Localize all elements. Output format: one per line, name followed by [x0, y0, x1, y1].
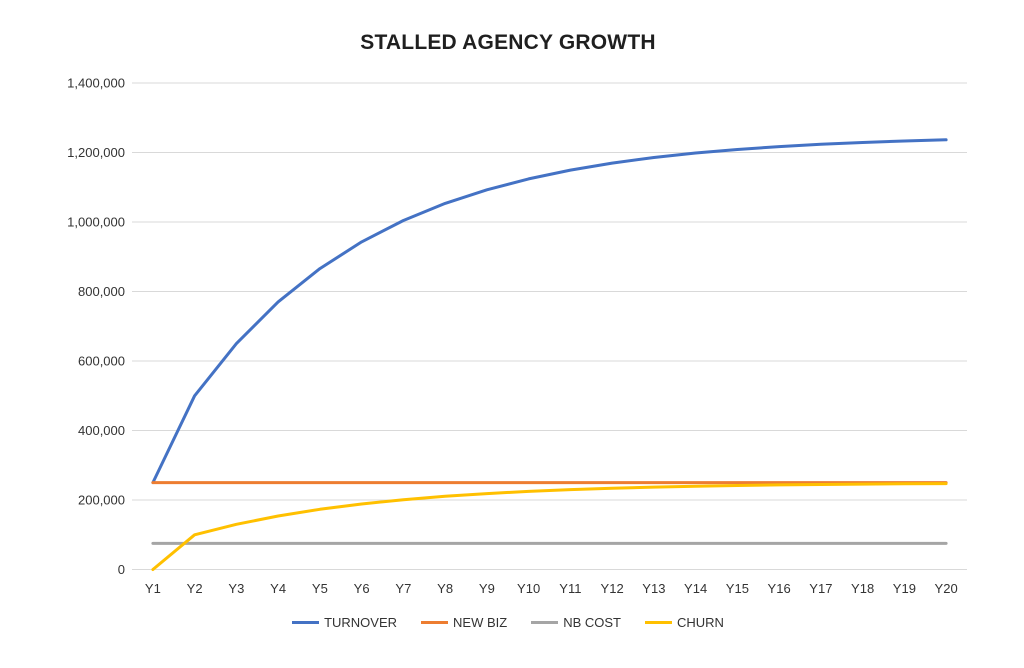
legend-swatch-churn — [644, 620, 672, 624]
legend-item-turnover: TURNOVER — [292, 615, 397, 630]
gridlines — [132, 82, 967, 570]
x-axis-tick-label: Y7 — [395, 581, 411, 596]
x-axis-tick-label: Y11 — [559, 581, 581, 596]
legend-label-turnover: TURNOVER — [324, 614, 398, 630]
y-axis-tick-label: 400,000 — [78, 423, 125, 438]
x-axis-labels: Y1 Y2 Y3 Y4 Y5 Y6 Y7 Y8 Y9 Y10 Y11 Y12 Y13 Y14 Y15 Y16 Y… — [145, 581, 958, 596]
y-axis-tick-label: 200,000 — [78, 493, 125, 508]
x-axis-tick-label: Y6 — [354, 581, 370, 596]
x-axis-tick-label: Y10 — [517, 581, 540, 596]
legend-swatch-new-biz — [421, 620, 449, 624]
x-axis-tick-label: Y18 — [851, 581, 874, 596]
x-axis-tick-label: Y9 — [479, 581, 495, 596]
x-axis-tick-label: Y4 — [270, 581, 286, 596]
legend-label-nb-cost: NB COST — [563, 614, 621, 630]
y-axis-tick-label: 600,000 — [78, 354, 125, 369]
chart-legend: TURNOVER NEW BIZ NB COST CHURN — [0, 615, 1016, 630]
x-axis-tick-label: Y20 — [935, 581, 958, 596]
x-axis-tick-label: Y13 — [642, 581, 665, 596]
x-axis-tick-label: Y8 — [437, 581, 453, 596]
y-axis-tick-label: 1,000,000 — [67, 215, 125, 230]
y-axis-tick-label: 1,400,000 — [67, 76, 125, 91]
series-lines — [151, 138, 948, 571]
y-axis-tick-label: 800,000 — [78, 284, 125, 299]
x-axis-tick-label: Y5 — [312, 581, 328, 596]
legend-label-churn: CHURN — [676, 614, 724, 630]
series-line-churn — [151, 482, 948, 571]
legend-item-nb-cost: NB COST — [531, 615, 621, 630]
y-axis-tick-label: 0 — [118, 562, 125, 577]
legend-swatch-nb-cost — [531, 620, 559, 624]
y-axis-tick-label: 1,200,000 — [67, 145, 125, 160]
x-axis-tick-label: Y16 — [768, 581, 791, 596]
x-axis-tick-label: Y14 — [684, 581, 707, 596]
x-axis-tick-label: Y12 — [601, 581, 624, 596]
legend-item-churn: CHURN — [644, 614, 724, 630]
x-axis-tick-label: Y2 — [187, 581, 203, 596]
x-axis-tick-label: Y1 — [145, 581, 161, 596]
x-axis-tick-label: Y19 — [893, 581, 916, 596]
legend-item-new-biz: NEW BIZ — [421, 615, 507, 630]
y-axis-labels: 0 200,000 400,000 600,000 800,000 1,000,000 1,… — [67, 76, 125, 578]
x-axis-tick-label: Y3 — [228, 581, 244, 596]
legend-swatch-turnover — [292, 620, 320, 624]
series-line-turnover — [151, 138, 948, 485]
chart-title: STALLED AGENCY GROWTH — [360, 31, 656, 54]
x-axis-tick-label: Y15 — [726, 581, 749, 596]
legend-label-new-biz: NEW BIZ — [453, 614, 508, 630]
x-axis-tick-label: Y17 — [809, 581, 832, 596]
